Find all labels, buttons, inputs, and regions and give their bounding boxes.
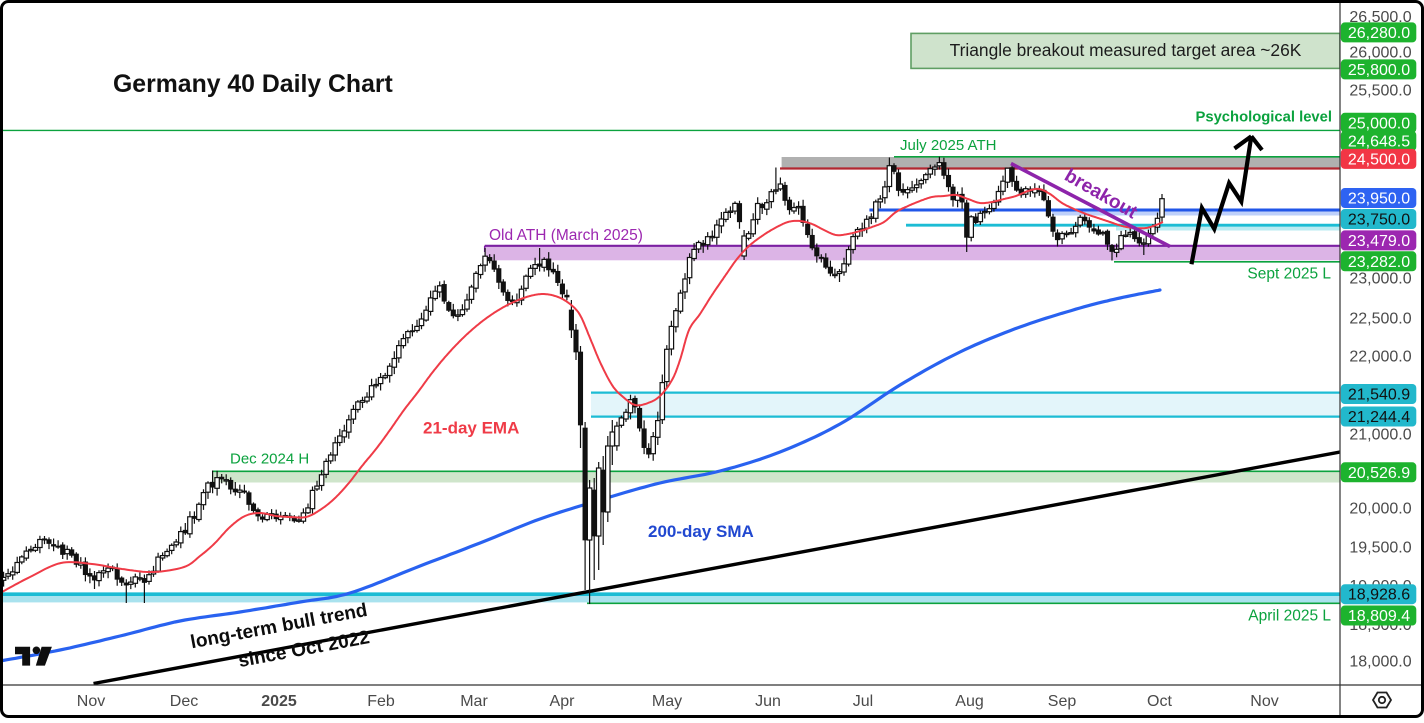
svg-text:Jul: Jul [853,693,873,710]
svg-text:200-day SMA: 200-day SMA [648,522,754,541]
svg-text:Dec: Dec [170,693,198,710]
svg-text:26,000.0: 26,000.0 [1349,45,1411,62]
svg-text:25,800.0: 25,800.0 [1348,62,1410,79]
svg-text:2025: 2025 [261,693,297,710]
svg-text:18,000.0: 18,000.0 [1349,654,1411,671]
svg-text:21,540.9: 21,540.9 [1348,387,1410,404]
svg-text:19,500.0: 19,500.0 [1349,540,1411,557]
svg-text:22,000.0: 22,000.0 [1349,349,1411,366]
svg-text:25,000.0: 25,000.0 [1348,115,1410,132]
svg-text:July 2025 ATH: July 2025 ATH [900,137,996,154]
svg-text:Nov: Nov [77,693,105,710]
svg-text:Jun: Jun [755,693,781,710]
svg-text:20,526.9: 20,526.9 [1348,465,1410,482]
svg-text:21,244.4: 21,244.4 [1348,409,1410,426]
svg-text:Sept 2025 L: Sept 2025 L [1247,266,1331,283]
svg-text:April 2025 L: April 2025 L [1248,608,1331,625]
svg-text:May: May [652,693,682,710]
svg-text:22,500.0: 22,500.0 [1349,311,1411,328]
svg-text:21-day EMA: 21-day EMA [423,419,519,438]
svg-text:Triangle breakout measured tar: Triangle breakout measured target area ~… [950,40,1302,60]
svg-text:23,000.0: 23,000.0 [1349,271,1411,288]
svg-text:23,282.0: 23,282.0 [1348,254,1410,271]
svg-text:Oct: Oct [1147,693,1172,710]
svg-text:Old ATH (March 2025): Old ATH (March 2025) [489,227,643,244]
svg-text:Feb: Feb [367,693,395,710]
svg-text:Aug: Aug [955,693,983,710]
svg-text:Apr: Apr [550,693,576,710]
svg-text:26,500.0: 26,500.0 [1349,9,1411,26]
svg-text:23,750.0: 23,750.0 [1348,212,1410,229]
svg-text:Psychological level: Psychological level [1195,110,1332,126]
svg-text:24,648.5: 24,648.5 [1348,133,1410,150]
svg-text:23,479.0: 23,479.0 [1348,233,1410,250]
svg-text:Dec 2024 H: Dec 2024 H [230,451,309,468]
svg-text:Nov: Nov [1250,693,1278,710]
svg-text:18,928.6: 18,928.6 [1348,587,1410,604]
svg-text:23,950.0: 23,950.0 [1348,191,1410,208]
svg-text:26,280.0: 26,280.0 [1348,25,1410,42]
svg-text:24,500.0: 24,500.0 [1348,151,1410,168]
svg-text:Mar: Mar [460,693,488,710]
svg-text:20,000.0: 20,000.0 [1349,501,1411,518]
svg-text:Sep: Sep [1048,693,1077,710]
svg-text:18,809.4: 18,809.4 [1348,608,1410,625]
svg-text:21,000.0: 21,000.0 [1349,427,1411,444]
svg-text:25,500.0: 25,500.0 [1349,83,1411,100]
svg-text:Germany 40 Daily Chart: Germany 40 Daily Chart [113,71,393,98]
